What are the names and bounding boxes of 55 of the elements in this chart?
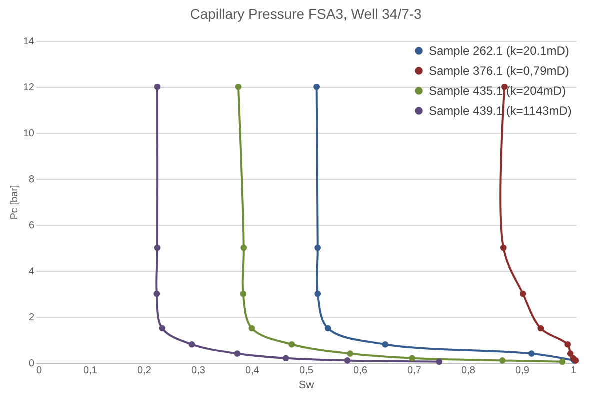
legend-label: Sample 376.1 (k=0,79mD)	[429, 64, 570, 78]
y-tick-label: 4	[28, 266, 35, 278]
point	[344, 358, 351, 364]
x-tick-label: 1	[570, 366, 577, 376]
point	[248, 325, 256, 332]
point	[188, 341, 196, 348]
point	[282, 355, 290, 362]
point	[409, 355, 416, 362]
point	[240, 290, 247, 298]
y-tick-label: 6	[28, 220, 35, 232]
x-tick-label: 0,6	[354, 366, 368, 376]
point	[314, 84, 320, 90]
point	[314, 244, 322, 252]
point	[154, 244, 161, 252]
legend-label: Sample 439.1 (k=1143mD)	[429, 104, 572, 118]
point	[324, 325, 332, 332]
y-tick-label: 2	[28, 312, 35, 324]
y-tick-label: 8	[28, 174, 35, 186]
point	[235, 84, 242, 90]
x-tick-label: 0,3	[192, 366, 206, 376]
x-tick-label: 0,2	[138, 366, 152, 376]
point	[234, 350, 241, 357]
x-axis-title: Sw	[298, 380, 314, 392]
y-tick-label: 12	[23, 82, 35, 94]
point	[288, 341, 296, 348]
point	[347, 350, 354, 357]
x-tick-label: 0,4	[246, 366, 260, 376]
y-axis-title: Pc [bar]	[9, 185, 20, 220]
point	[567, 350, 574, 357]
x-tick-label: 0,7	[408, 366, 422, 376]
y-tick-label: 14	[23, 36, 35, 48]
legend-label: Sample 435.1 (k=204mD)	[429, 84, 566, 98]
x-tick-label: 0,8	[462, 366, 476, 376]
point	[154, 290, 160, 298]
x-tick-label: 0,5	[300, 366, 314, 376]
point	[240, 244, 248, 252]
x-tick-label: 0	[36, 366, 42, 376]
point	[314, 290, 322, 298]
point	[436, 358, 443, 366]
point	[499, 358, 506, 364]
legend-label: Sample 262.1 (k=20.1mD)	[429, 44, 570, 58]
x-tick-label: 0,1	[84, 366, 98, 376]
x-tick-label: 0,9	[516, 366, 530, 376]
point	[538, 325, 544, 332]
y-tick-label: 0	[28, 358, 35, 370]
point	[382, 341, 389, 348]
point	[159, 325, 166, 332]
point	[528, 350, 535, 357]
point	[154, 84, 161, 90]
point	[564, 341, 572, 348]
point	[500, 244, 507, 252]
y-tick-label: 10	[23, 128, 35, 140]
point	[559, 358, 566, 366]
point	[520, 290, 526, 298]
chart-title: Capillary Pressure FSA3, Well 34/7-3	[190, 6, 422, 22]
